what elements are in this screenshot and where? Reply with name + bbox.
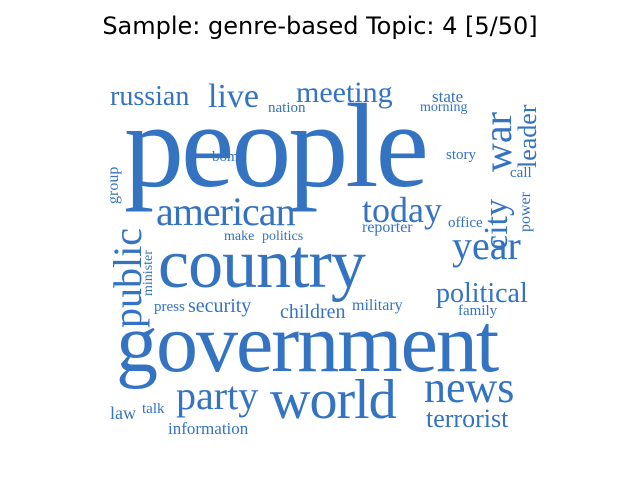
word-people: people bbox=[124, 79, 429, 212]
word-war: war bbox=[475, 112, 520, 172]
word-talk: talk bbox=[142, 401, 165, 417]
word-nation: nation bbox=[268, 100, 306, 116]
word-meeting: meeting bbox=[296, 76, 393, 109]
word-leader: leader bbox=[513, 104, 542, 168]
word-minister: minister bbox=[141, 250, 156, 296]
word-year: year bbox=[452, 223, 521, 268]
word-children: children bbox=[280, 301, 346, 323]
word-morning: morning bbox=[420, 100, 468, 115]
word-military: military bbox=[352, 297, 403, 314]
word-make: make bbox=[224, 229, 255, 244]
word-information: information bbox=[168, 419, 249, 438]
word-law: law bbox=[110, 403, 136, 423]
word-family: family bbox=[458, 303, 498, 319]
word-world: world bbox=[270, 369, 397, 431]
word-political: political bbox=[436, 278, 528, 309]
word-power: power bbox=[517, 192, 534, 232]
word-news: news bbox=[424, 363, 515, 412]
word-russian: russian bbox=[110, 81, 190, 112]
word-politics: politics bbox=[262, 229, 304, 244]
word-country: country bbox=[158, 226, 366, 303]
word-american: american bbox=[156, 189, 296, 234]
word-press: press bbox=[154, 299, 185, 315]
word-city: city bbox=[478, 199, 515, 250]
word-group: group bbox=[105, 166, 122, 204]
word-story: story bbox=[446, 147, 476, 163]
word-security: security bbox=[188, 295, 252, 317]
word-today: today bbox=[362, 190, 442, 230]
word-bomb: bomb bbox=[212, 149, 247, 165]
word-office: office bbox=[448, 215, 483, 231]
word-reporter: reporter bbox=[362, 219, 413, 236]
word-live: live bbox=[208, 78, 259, 115]
figure-title: Sample: genre-based Topic: 4 [5/50] bbox=[102, 12, 538, 40]
word-party: party bbox=[176, 373, 259, 418]
word-state: state bbox=[432, 87, 464, 106]
word-terrorist: terrorist bbox=[426, 404, 509, 433]
word-call: call bbox=[510, 165, 532, 181]
word-government: government bbox=[116, 297, 499, 390]
